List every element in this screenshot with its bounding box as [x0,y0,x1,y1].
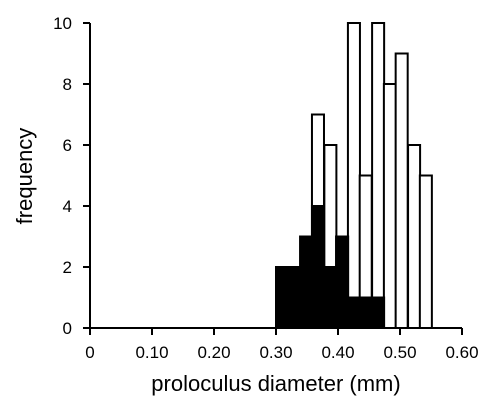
y-tick-label: 4 [63,197,72,216]
y-axis-label: frequency [12,128,37,225]
bar-white-10 [394,52,409,329]
x-tick-label: 0.60 [445,343,478,362]
x-tick-label: 0 [85,343,94,362]
x-tick-label: 0.10 [135,343,168,362]
x-tick-label: 0.30 [259,343,292,362]
bar-black-7 [358,296,373,329]
bar-white-12 [418,174,433,329]
x-tick-label: 0.40 [321,343,354,362]
bar-white-8 [371,22,386,329]
bar-black-6 [346,296,361,329]
bar-black-2 [299,235,314,329]
tick-labels: 0 0.10 0.20 0.30 0.40 0.50 0.60 0 2 4 6 8 10 [53,14,478,362]
bar-black-0 [275,266,290,329]
x-tick-label: 0.20 [197,343,230,362]
y-tick-label: 8 [63,75,72,94]
bar-black-3 [310,205,325,329]
bar-black-1 [286,266,301,329]
axes [83,22,463,335]
y-tick-label: 10 [53,14,72,33]
bar-black-4 [323,266,338,329]
bar-black-5 [335,235,350,329]
bar-black-8 [371,296,386,329]
bar-white-11 [407,144,422,329]
y-tick-label: 0 [63,319,72,338]
bar-white-9 [382,83,397,329]
x-tick-label: 0.50 [383,343,416,362]
y-tick-label: 2 [63,258,72,277]
x-axis-label: proloculus diameter (mm) [151,371,400,396]
y-tick-label: 6 [63,136,72,155]
bar-white-6 [346,22,361,329]
